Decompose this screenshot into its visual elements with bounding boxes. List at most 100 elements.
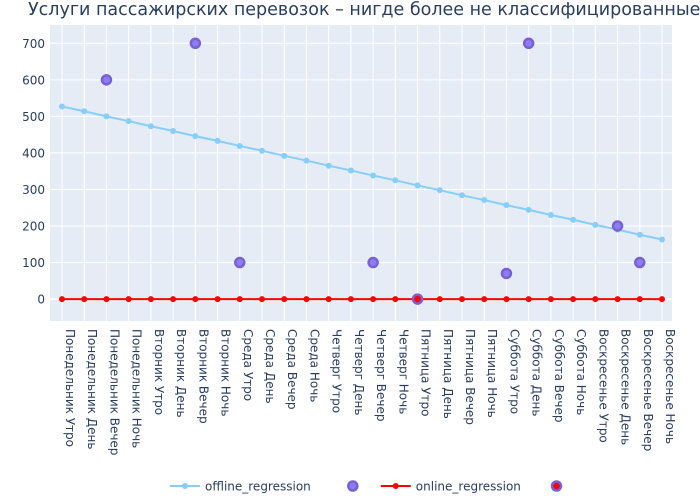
- x-tick-label: Суббота Ночь: [574, 329, 588, 415]
- data-point: [103, 113, 110, 120]
- anomaly-marker: [411, 293, 424, 305]
- x-tick-label: Воскресенье Утро: [596, 329, 610, 443]
- data-point: [370, 172, 377, 179]
- data-point: [281, 152, 288, 159]
- x-tick-label: Пятница Вечер: [463, 329, 477, 425]
- data-point: [392, 296, 399, 303]
- y-tick-label: 400: [22, 146, 45, 160]
- data-point: [636, 296, 643, 303]
- x-tick-label: Четверг Ночь: [396, 329, 410, 414]
- data-point: [347, 167, 354, 174]
- data-point: [325, 162, 332, 169]
- data-point: [59, 103, 65, 110]
- data-point: [503, 296, 510, 303]
- data-point: [592, 221, 599, 228]
- x-tick-label: Суббота Утро: [507, 329, 521, 414]
- y-tick-label: 0: [37, 293, 45, 307]
- x-tick-label: Воскресенье Ночь: [663, 329, 677, 444]
- data-point: [170, 296, 177, 303]
- data-point: [192, 133, 199, 140]
- data-point: [592, 296, 599, 303]
- anomaly-marker: [189, 37, 202, 50]
- chart-title: Услуги пассажирских перевозок – нигде бо…: [28, 0, 700, 20]
- legend-swatch-point: [392, 483, 399, 489]
- anomaly-marker: [634, 256, 646, 269]
- anomaly-marker: [500, 267, 513, 280]
- data-point: [436, 296, 443, 303]
- data-point: [147, 123, 154, 130]
- x-tick-label: Среда Ночь: [307, 329, 321, 402]
- anomaly-marker: [100, 74, 113, 86]
- x-tick-label: Понедельник Утро: [63, 329, 77, 447]
- y-tick-label: 600: [22, 73, 45, 87]
- x-tick-label: Понедельник Вечер: [107, 329, 121, 455]
- series-line-offline_regression: [61, 105, 663, 241]
- data-point: [659, 296, 665, 303]
- data-point: [125, 118, 132, 125]
- data-point: [214, 137, 221, 144]
- data-point: [125, 296, 132, 303]
- data-point: [281, 296, 288, 303]
- x-tick-label: Понедельник Ночь: [130, 329, 144, 448]
- data-point: [236, 296, 243, 303]
- x-tick-label: Вторник Вечер: [196, 329, 210, 424]
- data-point: [459, 192, 465, 199]
- data-point: [303, 157, 310, 164]
- data-point: [214, 296, 221, 303]
- data-point: [414, 182, 421, 189]
- data-point: [103, 296, 110, 303]
- data-point: [81, 296, 88, 303]
- data-point: [59, 296, 65, 303]
- data-point: [481, 296, 488, 303]
- data-point: [303, 296, 310, 303]
- data-point: [192, 296, 199, 303]
- data-point: [147, 296, 154, 303]
- x-tick-label: Вторник День: [174, 329, 188, 418]
- data-point: [570, 296, 577, 303]
- x-tick-label: Суббота Вечер: [552, 329, 566, 423]
- x-tick-label: Среда Вечер: [285, 329, 299, 410]
- legend-swatch-anomaly: [347, 480, 359, 492]
- x-tick-label: Воскресенье Вечер: [641, 329, 655, 451]
- x-tick-label: Четверг Утро: [330, 329, 344, 413]
- series-layer: [59, 37, 665, 305]
- data-point: [614, 296, 621, 303]
- y-tick-label: 300: [22, 183, 45, 197]
- y-tick-label: 200: [22, 219, 45, 233]
- data-point: [636, 231, 643, 238]
- data-point: [525, 206, 532, 213]
- data-point: [503, 202, 510, 209]
- anomaly-marker: [522, 37, 535, 50]
- y-tick-label: 500: [22, 110, 45, 124]
- x-tick-label: Понедельник День: [85, 329, 99, 449]
- anomaly-marker: [611, 220, 624, 232]
- data-point: [236, 142, 243, 149]
- legend-swatch-anomaly: [550, 480, 563, 492]
- x-tick-label: Пятница Ночь: [485, 329, 499, 418]
- y-tick-label: 100: [22, 256, 45, 270]
- anomaly-marker: [234, 256, 246, 269]
- data-point: [370, 296, 377, 303]
- x-tick-label: Вторник Утро: [152, 329, 166, 415]
- anomaly-marker: [367, 256, 379, 269]
- data-point: [547, 212, 554, 219]
- legend: offline_regression online_regression: [170, 480, 563, 494]
- legend-label: online_regression: [416, 480, 521, 494]
- data-point: [436, 187, 443, 194]
- x-tick-label: Среда День: [263, 329, 277, 404]
- data-point: [259, 296, 265, 303]
- legend-swatch-point: [182, 483, 188, 489]
- legend-label: offline_regression: [205, 480, 311, 494]
- data-point: [170, 127, 177, 134]
- data-point: [525, 296, 532, 303]
- data-point: [481, 197, 488, 204]
- x-tick-label: Среда Утро: [241, 329, 255, 401]
- data-point: [325, 296, 332, 303]
- data-point: [659, 236, 665, 243]
- data-point: [392, 177, 399, 184]
- x-axis-ticks: Понедельник Утро Понедельник День Понедель…: [63, 329, 677, 455]
- x-tick-label: Вторник Ночь: [219, 329, 233, 416]
- x-tick-label: Четверг Вечер: [374, 329, 388, 422]
